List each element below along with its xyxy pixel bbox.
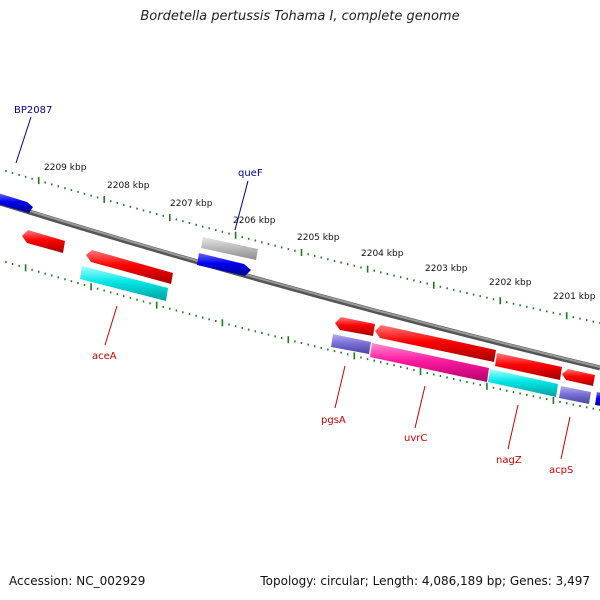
kbp-label: 2202 kbp	[489, 278, 532, 288]
gene-label-pgsA[interactable]: pgsA	[321, 415, 346, 426]
gene-feature[interactable]	[197, 253, 251, 276]
gene-feature[interactable]	[495, 353, 562, 380]
kbp-labels: 2209 kbp 2208 kbp 2207 kbp 2206 kbp 2205…	[44, 163, 596, 302]
gene-feature[interactable]	[86, 250, 173, 284]
reverse-strand-features[interactable]	[22, 230, 600, 406]
gene-feature[interactable]	[335, 317, 375, 336]
accession-label: Accession: NC_002929	[9, 574, 146, 588]
page-title: Bordetella pertussis Tohama I, complete …	[140, 9, 460, 24]
kbp-label: 2208 kbp	[107, 181, 150, 191]
leader-line	[15, 116, 32, 164]
forward-strand-features[interactable]	[0, 193, 258, 260]
kbp-label: 2207 kbp	[170, 199, 213, 209]
gene-feature[interactable]	[488, 369, 558, 397]
gene-feature[interactable]	[370, 343, 489, 382]
leader-line	[414, 385, 426, 429]
leader-line	[560, 416, 571, 460]
leader-line	[104, 305, 118, 346]
leader-line	[507, 404, 519, 450]
kbp-label: 2209 kbp	[44, 163, 87, 173]
gene-feature[interactable]	[595, 392, 600, 406]
gene-labels: BP2087 queF aceA pgsA uvrC nagZ acpS	[14, 105, 573, 476]
gene-feature[interactable]	[331, 334, 371, 354]
gene-label-nagZ[interactable]: nagZ	[496, 455, 522, 466]
gene-label-uvrC[interactable]: uvrC	[404, 433, 427, 444]
gene-feature[interactable]	[80, 266, 168, 301]
gene-label-acpS[interactable]: acpS	[549, 465, 573, 476]
gene-feature[interactable]	[0, 193, 33, 213]
kbp-label: 2206 kbp	[233, 216, 276, 226]
leader-line	[234, 180, 249, 231]
gene-label-BP2087[interactable]: BP2087	[14, 105, 52, 116]
topology-label: Topology: circular; Length: 4,086,189 bp…	[260, 574, 590, 588]
gene-feature[interactable]	[559, 386, 591, 404]
gene-label-aceA[interactable]: aceA	[92, 351, 117, 362]
gene-label-queF[interactable]: queF	[238, 168, 263, 179]
kbp-label: 2201 kbp	[553, 292, 596, 302]
inner-tick-ring	[5, 261, 600, 411]
gene-feature[interactable]	[22, 230, 65, 253]
leader-line	[334, 365, 346, 409]
gene-feature[interactable]	[562, 369, 595, 386]
gene-feature[interactable]	[201, 237, 258, 260]
label-leaders	[15, 116, 571, 460]
outer-tick-ring	[5, 170, 600, 324]
kbp-label: 2203 kbp	[425, 264, 468, 274]
genome-backbone-highlight	[0, 201, 600, 368]
kbp-label: 2204 kbp	[361, 249, 404, 259]
gene-feature[interactable]	[375, 325, 496, 362]
kbp-label: 2205 kbp	[297, 233, 340, 243]
